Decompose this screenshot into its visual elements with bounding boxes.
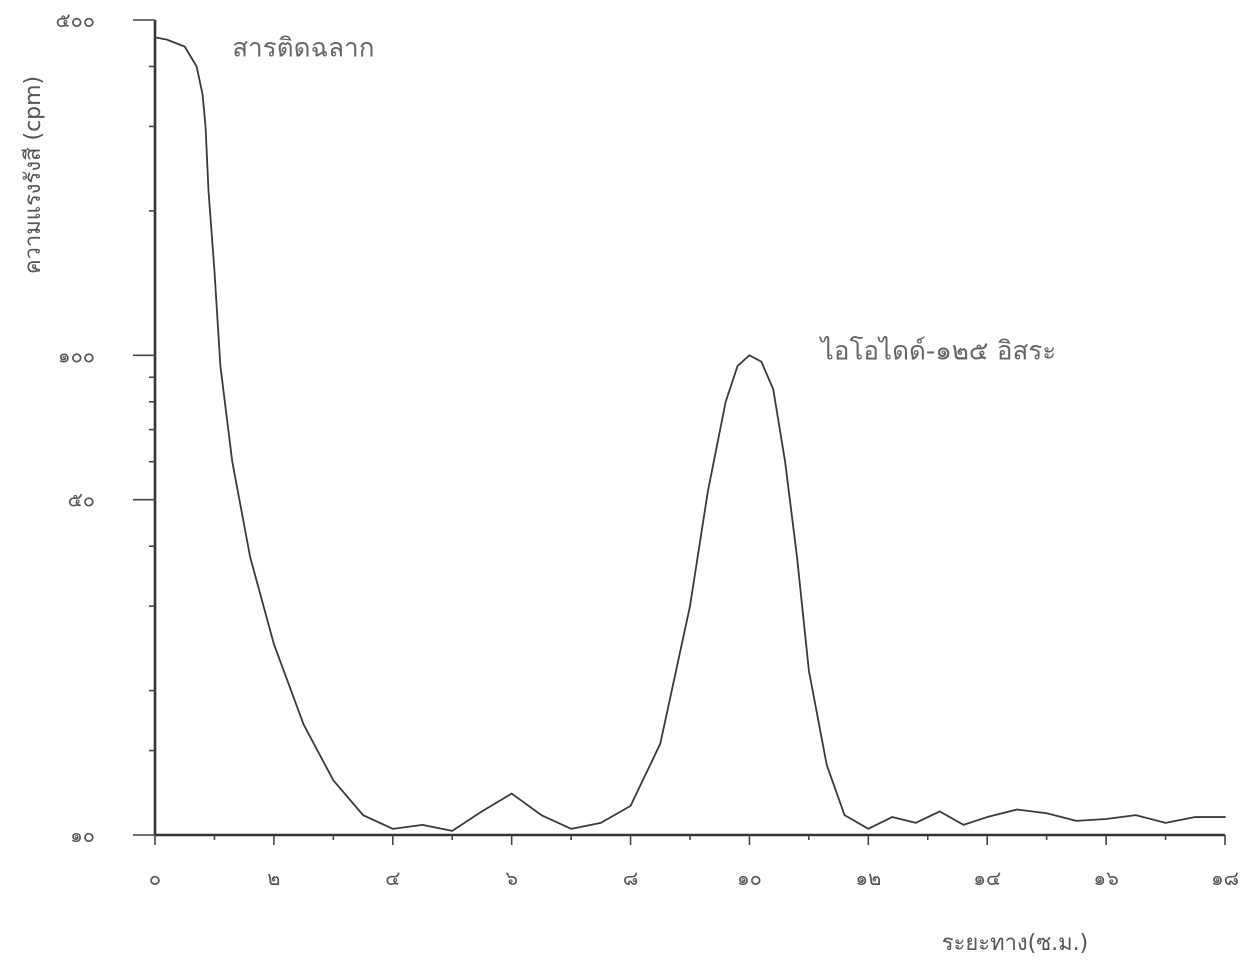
x-tick-label-7: ๑๔ — [973, 866, 1001, 890]
data-point-39 — [915, 822, 916, 823]
data-point-38 — [892, 817, 893, 818]
data-point-48 — [1165, 822, 1166, 823]
data-point-34 — [808, 670, 809, 671]
ticks-layer: ๑๐๕๐๑๐๐๕๐๐๐๒๔๖๘๑๐ ๑๒ ๑๔ ๑๖ ๑๘ — [55, 8, 1239, 890]
series-line — [154, 36, 1226, 832]
x-tick-label-4: ๘ — [623, 866, 638, 890]
data-point-44 — [1046, 813, 1047, 814]
data-point-11 — [273, 644, 274, 645]
data-point-1 — [166, 39, 167, 40]
data-point-27 — [725, 401, 726, 402]
data-point-17 — [452, 830, 453, 831]
data-point-47 — [1135, 815, 1136, 816]
data-point-29 — [749, 355, 750, 356]
data-point-6 — [208, 191, 209, 192]
series-layer — [154, 36, 1226, 832]
data-point-26 — [707, 491, 708, 492]
y-tick-label-2: ๑๐๐ — [58, 343, 95, 367]
data-point-15 — [392, 828, 393, 829]
data-point-25 — [690, 606, 691, 607]
data-point-18 — [481, 811, 482, 812]
data-point-2 — [184, 46, 185, 47]
data-point-8 — [220, 365, 221, 366]
data-point-42 — [987, 817, 988, 818]
data-point-49 — [1195, 817, 1196, 818]
x-tick-label-1: ๒ — [267, 866, 280, 890]
y-tick-label-1: ๕๐ — [68, 488, 95, 512]
data-point-20 — [541, 815, 542, 816]
data-point-10 — [250, 556, 251, 557]
data-point-4 — [202, 94, 203, 95]
data-point-13 — [333, 780, 334, 781]
data-point-43 — [1016, 809, 1017, 810]
data-point-3 — [196, 66, 197, 67]
data-point-9 — [232, 461, 233, 462]
data-point-16 — [422, 824, 423, 825]
data-point-19 — [511, 793, 512, 794]
y-tick-label-0: ๑๐ — [70, 823, 95, 847]
y-axis-label: ความแรงรังสี (cpm) — [21, 76, 46, 274]
data-point-7 — [214, 270, 215, 271]
annotation-1: ไอโอไดด์-๑๒๕ อิสระ — [819, 336, 1057, 367]
data-point-46 — [1106, 818, 1107, 819]
data-point-30 — [761, 361, 762, 362]
data-point-50 — [1225, 817, 1226, 818]
data-point-21 — [571, 828, 572, 829]
data-point-22 — [600, 822, 601, 823]
x-tick-label-2: ๔ — [385, 866, 400, 890]
x-tick-label-0: ๐ — [149, 866, 161, 890]
data-point-35 — [826, 764, 827, 765]
y-tick-label-3: ๕๐๐ — [55, 8, 95, 32]
data-point-41 — [963, 824, 964, 825]
annotation-0: สารติดฉลาก — [232, 33, 374, 63]
data-point-45 — [1076, 820, 1077, 821]
data-point-40 — [939, 811, 940, 812]
x-tick-label-5: ๑๐ — [737, 866, 762, 890]
data-point-28 — [737, 365, 738, 366]
data-point-31 — [773, 389, 774, 390]
data-point-0 — [155, 37, 156, 38]
x-axis-label: ระยะทาง(ซ.ม.) — [942, 931, 1089, 956]
axes-layer — [153, 20, 1225, 837]
data-point-24 — [660, 743, 661, 744]
data-point-12 — [303, 724, 304, 725]
data-point-14 — [363, 815, 364, 816]
x-tick-label-8: ๑๖ — [1093, 866, 1118, 890]
data-point-33 — [797, 556, 798, 557]
data-point-37 — [868, 828, 869, 829]
data-point-36 — [844, 815, 845, 816]
data-point-5 — [205, 126, 206, 127]
x-tick-label-3: ๖ — [505, 866, 518, 890]
data-point-23 — [630, 805, 631, 806]
x-tick-label-9: ๑๘ — [1211, 866, 1239, 890]
x-tick-label-6: ๑๒ — [855, 866, 881, 890]
data-point-32 — [785, 461, 786, 462]
